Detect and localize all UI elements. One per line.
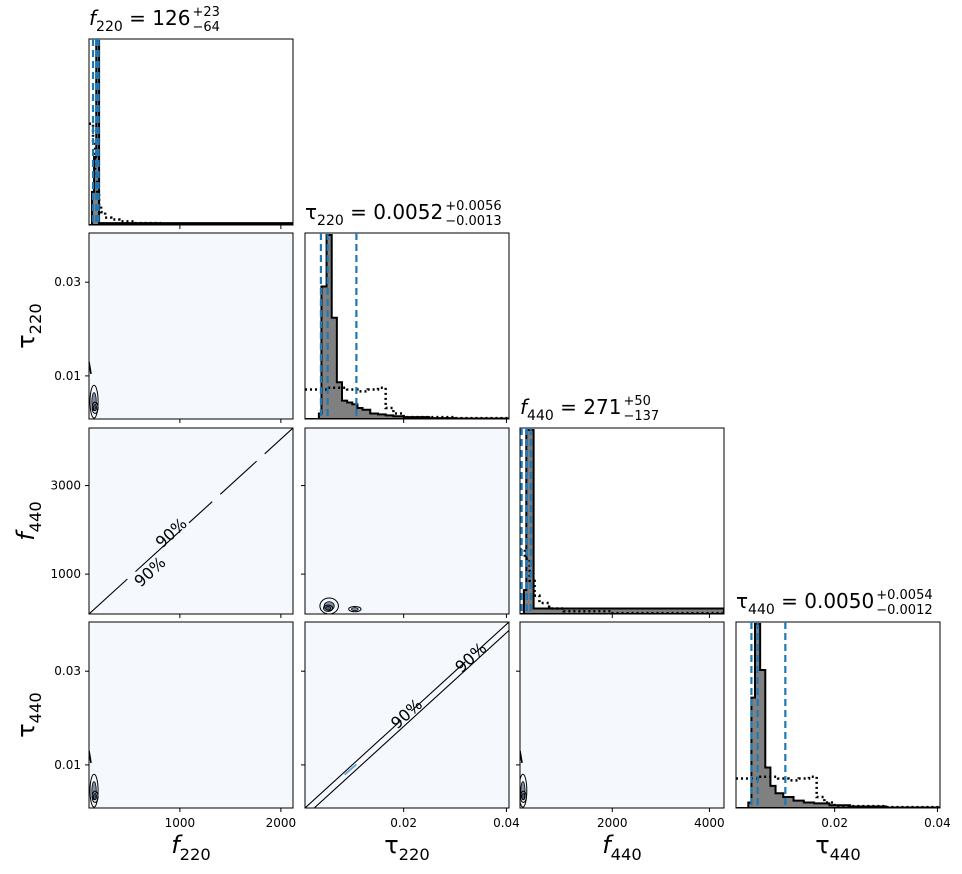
- title-text: f440 = 271: [520, 395, 621, 424]
- panel-f220-vs-f440: 90%90%: [88, 427, 294, 615]
- contour-line-segment-2: [475, 622, 509, 653]
- diag-panel-f220: [88, 38, 294, 226]
- contour-1: [91, 790, 99, 803]
- title-minus: −0.0012: [876, 603, 932, 618]
- contour-0: [89, 773, 99, 808]
- contour-core-1: [92, 793, 98, 801]
- x-axis-label-f220: f220: [171, 831, 211, 864]
- panel-frame: [519, 621, 725, 809]
- panel-f220-vs-tau440: [88, 621, 294, 809]
- x-tick-label-f440: 2000: [597, 816, 628, 830]
- panel-frame: [304, 427, 510, 615]
- title-tau220: τ220 = 0.0052 +0.0056−0.0013: [305, 199, 502, 229]
- prior-histogram: [89, 122, 293, 225]
- title-minus: −64: [192, 20, 219, 35]
- title-plus: +50: [623, 394, 650, 409]
- contour-line-segment-0: [89, 578, 128, 614]
- contour-0: [520, 773, 528, 808]
- contour-1: [520, 790, 527, 803]
- x-tick-label-f220: 2000: [266, 816, 297, 830]
- edge-mark-0: [520, 750, 523, 764]
- y-tick-label-tau220: 0.03: [54, 275, 81, 289]
- contour-line-segment-1: [135, 528, 183, 573]
- panel-frame: [88, 621, 294, 809]
- panel-frame: [88, 38, 294, 226]
- x-tick-label-f440: 4000: [694, 816, 725, 830]
- prior-histogram: [736, 775, 940, 808]
- contour-line-segment-2: [188, 501, 213, 524]
- title-text: f220 = 126: [89, 6, 190, 35]
- y-axis-label-group: f440: [12, 501, 45, 541]
- contour-1: [91, 401, 99, 414]
- panel-f440-vs-tau440: [519, 621, 725, 809]
- diag-panel-tau440: [735, 621, 941, 809]
- panel-f220-vs-tau220: [88, 232, 294, 420]
- title-tau440: τ440 = 0.0050 +0.0054−0.0012: [736, 588, 933, 618]
- posterior-histogram: [736, 623, 940, 808]
- title-minus: −137: [623, 409, 659, 424]
- title-text: τ220 = 0.0052: [305, 200, 443, 229]
- contour-core-1: [92, 404, 98, 412]
- panel-frame: [88, 232, 294, 420]
- x-tick-label-tau220: 0.04: [493, 816, 520, 830]
- x-axis-label-tau220: τ220: [384, 831, 430, 864]
- y-tick-label-f440: 3000: [50, 479, 81, 493]
- title-plus: +23: [192, 5, 219, 20]
- title-f220: f220 = 126 +23−64: [89, 5, 220, 35]
- contour-core-1: [351, 607, 359, 612]
- diag-panel-f440: [519, 427, 725, 615]
- contour-core-1: [521, 793, 526, 801]
- panel-frame: [519, 427, 725, 615]
- y-tick-label-tau440: 0.03: [54, 664, 81, 678]
- edge-mark-0: [89, 750, 92, 764]
- contour-line-segment-0: [305, 719, 402, 808]
- x-tick-label-tau440: 0.02: [821, 816, 848, 830]
- title-text: τ440 = 0.0050: [736, 589, 874, 618]
- contour-line-segment-1: [410, 661, 466, 712]
- y-axis-label-group: τ220: [12, 303, 45, 349]
- contour-highlight: [343, 763, 357, 776]
- title-plus: +0.0054: [876, 588, 932, 603]
- contour-line-segment-3: [219, 460, 258, 495]
- y-tick-label-tau440: 0.01: [54, 758, 81, 772]
- panel-tau220-vs-tau440: 90%90%: [304, 621, 510, 809]
- y-axis-label-tau220: τ220: [12, 303, 45, 349]
- title-minus: −0.0013: [445, 214, 501, 229]
- contour-line-segment-4: [264, 428, 293, 455]
- contour-core-2: [325, 606, 332, 611]
- x-tick-label-f220: 1000: [165, 816, 196, 830]
- panel-tau220-vs-f440: [304, 427, 510, 615]
- contour-line-outer: [313, 630, 509, 808]
- title-plus: +0.0056: [445, 199, 501, 214]
- prior-histogram: [305, 386, 509, 419]
- contour-0: [319, 597, 339, 614]
- title-f440: f440 = 271 +50−137: [520, 394, 659, 424]
- x-axis-label-tau440: τ440: [815, 831, 861, 864]
- contour-1: [348, 605, 362, 613]
- x-tick-label-tau440: 0.04: [924, 816, 951, 830]
- edge-mark-0: [89, 361, 92, 375]
- y-axis-label-group: τ440: [12, 692, 45, 738]
- diag-panel-tau220: [304, 232, 510, 420]
- y-axis-label-tau440: τ440: [12, 692, 45, 738]
- y-tick-label-tau220: 0.01: [54, 369, 81, 383]
- y-tick-label-f440: 1000: [50, 567, 81, 581]
- x-axis-label-f440: f440: [602, 831, 642, 864]
- contour-0: [89, 384, 99, 419]
- x-tick-label-tau220: 0.02: [390, 816, 417, 830]
- y-axis-label-f440: f440: [12, 501, 45, 541]
- contour-2: [322, 604, 334, 612]
- prior-histogram: [520, 548, 724, 614]
